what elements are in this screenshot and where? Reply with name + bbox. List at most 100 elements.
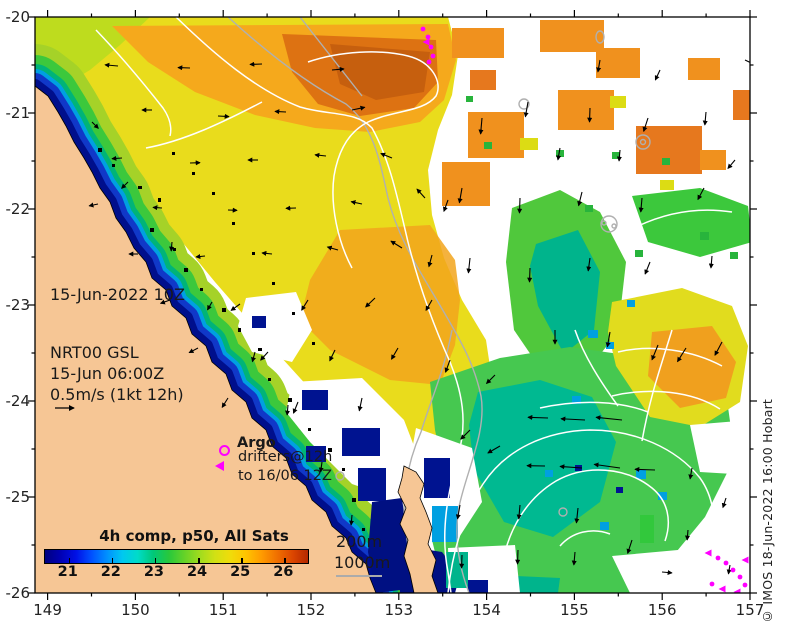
current-arrow: [644, 261, 651, 275]
colorbar-tick: [154, 558, 157, 563]
current-arrow: [455, 504, 461, 520]
y-tick-label: -23: [5, 296, 31, 314]
current-arrow: [159, 299, 171, 305]
colorbar-title: 4h comp, p50, All Sats: [99, 527, 289, 545]
current-arrow: [391, 347, 399, 360]
argo-marker: [742, 582, 748, 588]
argo-marker: [709, 581, 715, 587]
current-arrow: [638, 197, 644, 213]
argo-marker: [430, 53, 436, 59]
x-tick-label: 154: [472, 601, 501, 619]
green-specks: [466, 96, 738, 259]
current-arrow: [314, 152, 327, 158]
current-arrow: [416, 188, 426, 199]
argo-label: Argo: [237, 435, 276, 451]
current-arrow: [727, 159, 736, 170]
drifter-marker: [718, 585, 726, 593]
drifter-marker: [422, 38, 430, 46]
current-arrow: [427, 254, 433, 268]
x-tick-label: 152: [296, 601, 326, 619]
argo-marker: [730, 567, 736, 573]
current-arrow: [595, 415, 623, 421]
current-arrow: [169, 241, 175, 252]
current-arrow: [261, 250, 273, 256]
current-arrow: [517, 197, 523, 214]
current-arrow: [574, 507, 580, 524]
current-arrow: [442, 199, 449, 212]
model-name-label: NRT00 GSL: [50, 343, 139, 362]
argo-marker: [426, 59, 432, 65]
current-arrow: [596, 59, 602, 73]
current-arrow: [230, 303, 241, 311]
current-arrow: [425, 299, 433, 312]
cold-water-patches: [252, 316, 488, 593]
current-arrow: [560, 416, 586, 422]
current-arrow: [91, 121, 99, 129]
x-tick-label: 151: [208, 601, 238, 619]
drifter-legend-triangle-icon: [215, 461, 224, 471]
y-tick-label: -24: [5, 392, 31, 410]
drifters-label-line1: drifters@12h: [238, 449, 333, 465]
colorbar-tick-label: 25: [230, 564, 251, 580]
current-arrow: [195, 253, 206, 260]
current-arrow: [527, 414, 549, 420]
isobath-1000m-line-sample: [336, 575, 382, 577]
current-arrow: [726, 564, 732, 575]
current-arrow: [697, 187, 705, 201]
argo-marker: [737, 574, 743, 580]
current-arrow: [744, 59, 750, 63]
map-content: [35, 17, 750, 593]
current-arrow: [329, 349, 336, 362]
x-tick-label: 155: [560, 601, 589, 619]
current-arrow: [654, 69, 661, 81]
current-arrow: [616, 149, 622, 162]
current-arrow: [714, 341, 723, 356]
current-arrow: [708, 255, 714, 269]
y-tick-label: -20: [5, 8, 31, 26]
colorbar-tick: [111, 558, 114, 563]
warm-patches-northeast: [442, 20, 750, 206]
colorbar-tick: [241, 558, 243, 563]
colorbar-tick-label: 22: [100, 564, 121, 580]
current-arrow: [516, 504, 522, 520]
current-arrow: [301, 299, 309, 311]
current-arrow: [556, 147, 562, 161]
current-arrow: [284, 404, 291, 416]
drifter-markers: [420, 26, 749, 593]
current-arrow: [457, 187, 463, 204]
land-queensland: [35, 85, 377, 593]
current-arrow: [217, 113, 230, 119]
current-arrow: [104, 62, 119, 68]
current-arrow: [586, 257, 592, 272]
current-arrow: [684, 529, 691, 541]
colorbar-tick: [198, 558, 200, 563]
x-tick-label: 156: [647, 601, 677, 619]
model-datetime-label: 15-Jun 06:00Z: [50, 364, 165, 383]
current-arrow: [292, 401, 299, 414]
current-arrow: [571, 551, 577, 566]
yellow-specks: [520, 96, 674, 190]
current-arrow: [326, 245, 339, 251]
current-arrow: [478, 117, 484, 135]
current-arrow: [721, 497, 727, 509]
y-tick-label: -22: [5, 200, 31, 218]
current-arrow: [626, 539, 633, 555]
current-arrow: [331, 66, 345, 72]
argo-legend-circle-icon: [219, 445, 230, 456]
current-arrow: [152, 205, 163, 211]
map-datetime-label: 15-Jun-2022 10Z: [50, 285, 185, 304]
drifter-marker: [704, 549, 712, 557]
current-arrow: [111, 155, 123, 161]
current-arrow: [380, 152, 393, 159]
current-arrow: [642, 117, 649, 133]
current-arrow: [487, 445, 501, 454]
colorbar-labels: 21 22 23 24 25 26: [44, 564, 307, 582]
y-tick-label: -25: [5, 488, 31, 506]
current-arrow: [677, 347, 687, 363]
current-arrow: [390, 240, 403, 249]
x-tick-label: 153: [384, 601, 414, 619]
current-arrow: [688, 467, 694, 480]
argo-marker: [420, 26, 426, 32]
